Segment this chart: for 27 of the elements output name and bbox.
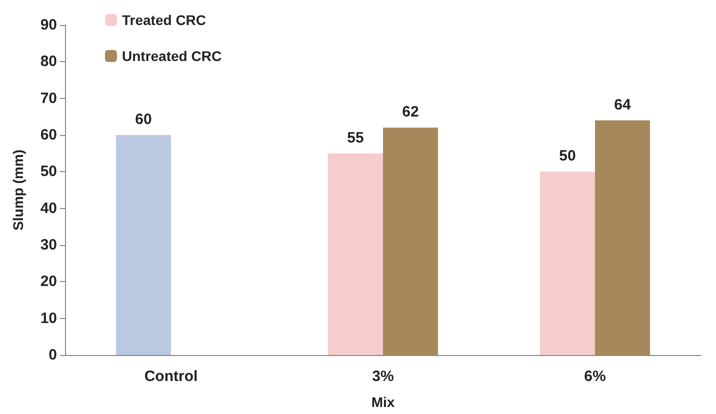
x-axis-title: Mix [371, 394, 395, 410]
data-label: 60 [135, 111, 152, 128]
y-tick-label: 70 [40, 90, 57, 107]
y-tick-label: 10 [40, 310, 57, 327]
y-tick-label: 60 [40, 126, 57, 144]
bar [595, 120, 650, 355]
x-tick-label: 3% [372, 368, 394, 385]
y-tick-label: 20 [40, 273, 57, 290]
legend-label: Untreated CRC [122, 48, 222, 64]
data-label: 55 [347, 129, 364, 146]
y-tick-label: 0 [48, 346, 57, 364]
legend-label: Treated CRC [122, 12, 206, 28]
y-tick-label: 80 [40, 53, 57, 70]
x-tick-label: Control [144, 368, 198, 385]
data-label: 50 [559, 148, 576, 165]
data-label: 64 [614, 96, 632, 114]
bar [383, 128, 438, 355]
y-tick-label: 40 [40, 200, 57, 217]
x-tick-label: 6% [584, 368, 606, 385]
y-axis-title: Slump (mm) [10, 150, 26, 230]
bar [116, 135, 171, 355]
y-tick-label: 50 [40, 163, 57, 180]
data-label: 62 [402, 104, 419, 121]
bar [328, 153, 383, 355]
bar [540, 172, 595, 355]
y-tick-label: 30 [40, 236, 57, 254]
y-tick-label: 90 [40, 16, 57, 34]
